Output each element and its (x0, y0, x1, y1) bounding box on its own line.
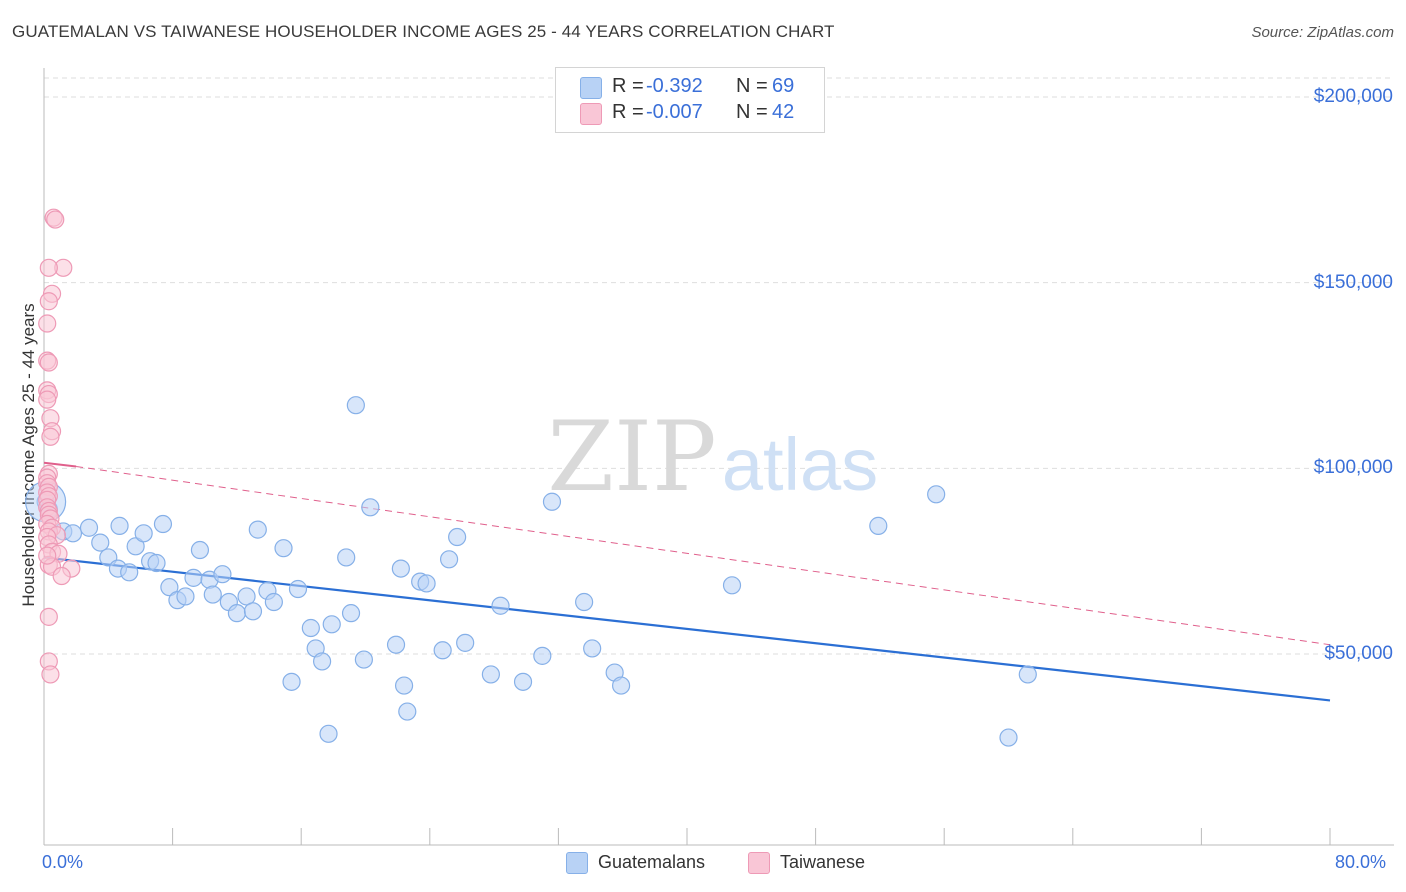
guatemalan-point (134, 524, 153, 543)
taiwanese-point (39, 353, 58, 372)
axes (43, 68, 1394, 846)
watermark-atlas: atlas (722, 423, 878, 506)
watermark: ZIP atlas (547, 401, 878, 513)
guatemalan-point (282, 672, 301, 691)
gridlines (44, 77, 1394, 655)
guatemalan-point (213, 565, 232, 584)
guatemalan-point (575, 592, 594, 612)
legend-swatch-blue (566, 852, 588, 874)
legend-r-value: -0.007 (646, 101, 703, 123)
guatemalan-trend-line (43, 556, 1331, 702)
legend-n-value: 69 (772, 75, 795, 97)
guatemalan-point (583, 639, 602, 658)
guatemalan-point (79, 518, 99, 537)
legend-swatch-pink (748, 852, 770, 874)
guatemalan-point (999, 728, 1018, 747)
guatemalan-point (722, 576, 742, 595)
guatemalan-point (203, 585, 222, 604)
guatemalan-point (439, 550, 459, 569)
guatemalan-point (274, 539, 293, 558)
taiwanese-point (46, 210, 65, 229)
taiwanese-point (39, 258, 58, 277)
trend-lines (43, 461, 1331, 702)
guatemalan-point (176, 587, 195, 606)
correlation-legend: R = -0.392 N = 69 R = -0.007 N = 42 (555, 67, 825, 133)
guatemalan-point (354, 650, 373, 669)
taiwanese-point (38, 546, 57, 565)
guatemalan-point (448, 527, 467, 547)
guatemalan-point (147, 553, 166, 573)
guatemalan-point (243, 602, 263, 621)
guatemalan-point (264, 592, 283, 612)
guatemalan-point (190, 540, 210, 560)
guatemalan-point (346, 396, 365, 415)
guatemalan-point (184, 568, 203, 587)
guatemalan-point (337, 548, 356, 567)
y-tick-label: $200,000 (1313, 86, 1393, 107)
legend-swatch-pink (580, 103, 602, 125)
guatemalan-point (513, 672, 533, 691)
y-tick-label: $50,000 (1324, 643, 1393, 664)
guatemalan-point (91, 533, 110, 552)
guatemalan-point (153, 514, 173, 534)
taiwanese-point (39, 607, 58, 626)
guatemalan-point (288, 579, 308, 599)
taiwanese-points (38, 208, 81, 684)
watermark-zip: ZIP (547, 401, 716, 513)
guatemalan-point (433, 641, 452, 660)
taiwanese-point (39, 292, 58, 311)
legend-r-value: -0.392 (646, 75, 703, 97)
guatemalan-point (386, 635, 406, 654)
guatemalan-point (417, 574, 436, 593)
legend-label-taiwanese: Taiwanese (780, 852, 866, 872)
guatemalan-point (456, 633, 475, 652)
guatemalan-point (341, 604, 361, 623)
guatemalan-point (491, 596, 510, 615)
guatemalan-point (391, 559, 410, 578)
y-tick-label: $150,000 (1313, 271, 1393, 293)
taiwanese-point (38, 390, 57, 409)
guatemalan-point (126, 537, 145, 556)
legend-n-label: N = (736, 101, 768, 123)
guatemalan-point (248, 520, 267, 539)
guatemalan-point (110, 516, 129, 535)
legend-swatch-blue (580, 77, 602, 99)
guatemalan-point (322, 615, 341, 634)
taiwanese-point (52, 566, 71, 586)
guatemalan-point (533, 646, 552, 665)
legend-r-label: R = (612, 101, 644, 123)
guatemalan-point (63, 524, 83, 543)
guatemalan-point (1018, 665, 1037, 684)
legend-n-label: N = (736, 75, 768, 97)
guatemalan-point (312, 652, 332, 671)
x-tick-label-max: 80.0% (1335, 852, 1387, 872)
guatemalan-point (869, 516, 888, 535)
guatemalan-point (481, 665, 500, 684)
legend-r-label: R = (612, 75, 644, 97)
guatemalan-point (927, 485, 946, 504)
guatemalan-point (398, 702, 417, 721)
chart-title: GUATEMALAN VS TAIWANESE HOUSEHOLDER INCO… (12, 22, 835, 41)
guatemalan-point (160, 578, 179, 597)
source-label: Source: ZipAtlas.com (1251, 24, 1394, 41)
guatemalan-point (319, 724, 338, 743)
guatemalan-point (542, 492, 562, 511)
guatemalan-point (120, 563, 139, 582)
guatemalan-point (611, 676, 631, 695)
taiwanese-point (38, 314, 57, 333)
taiwanese-point (41, 427, 60, 446)
guatemalan-point (394, 676, 414, 695)
x-tick-label-min: 0.0% (42, 852, 84, 872)
legend-n-value: 42 (772, 101, 795, 123)
guatemalan-point (301, 618, 320, 638)
taiwanese-trend-line (43, 461, 77, 468)
y-tick-label: $100,000 (1313, 457, 1393, 479)
guatemalan-point (227, 604, 246, 623)
taiwanese-point (41, 665, 60, 684)
legend-label-guatemalans: Guatemalans (598, 852, 706, 872)
guatemalan-point (361, 498, 380, 517)
